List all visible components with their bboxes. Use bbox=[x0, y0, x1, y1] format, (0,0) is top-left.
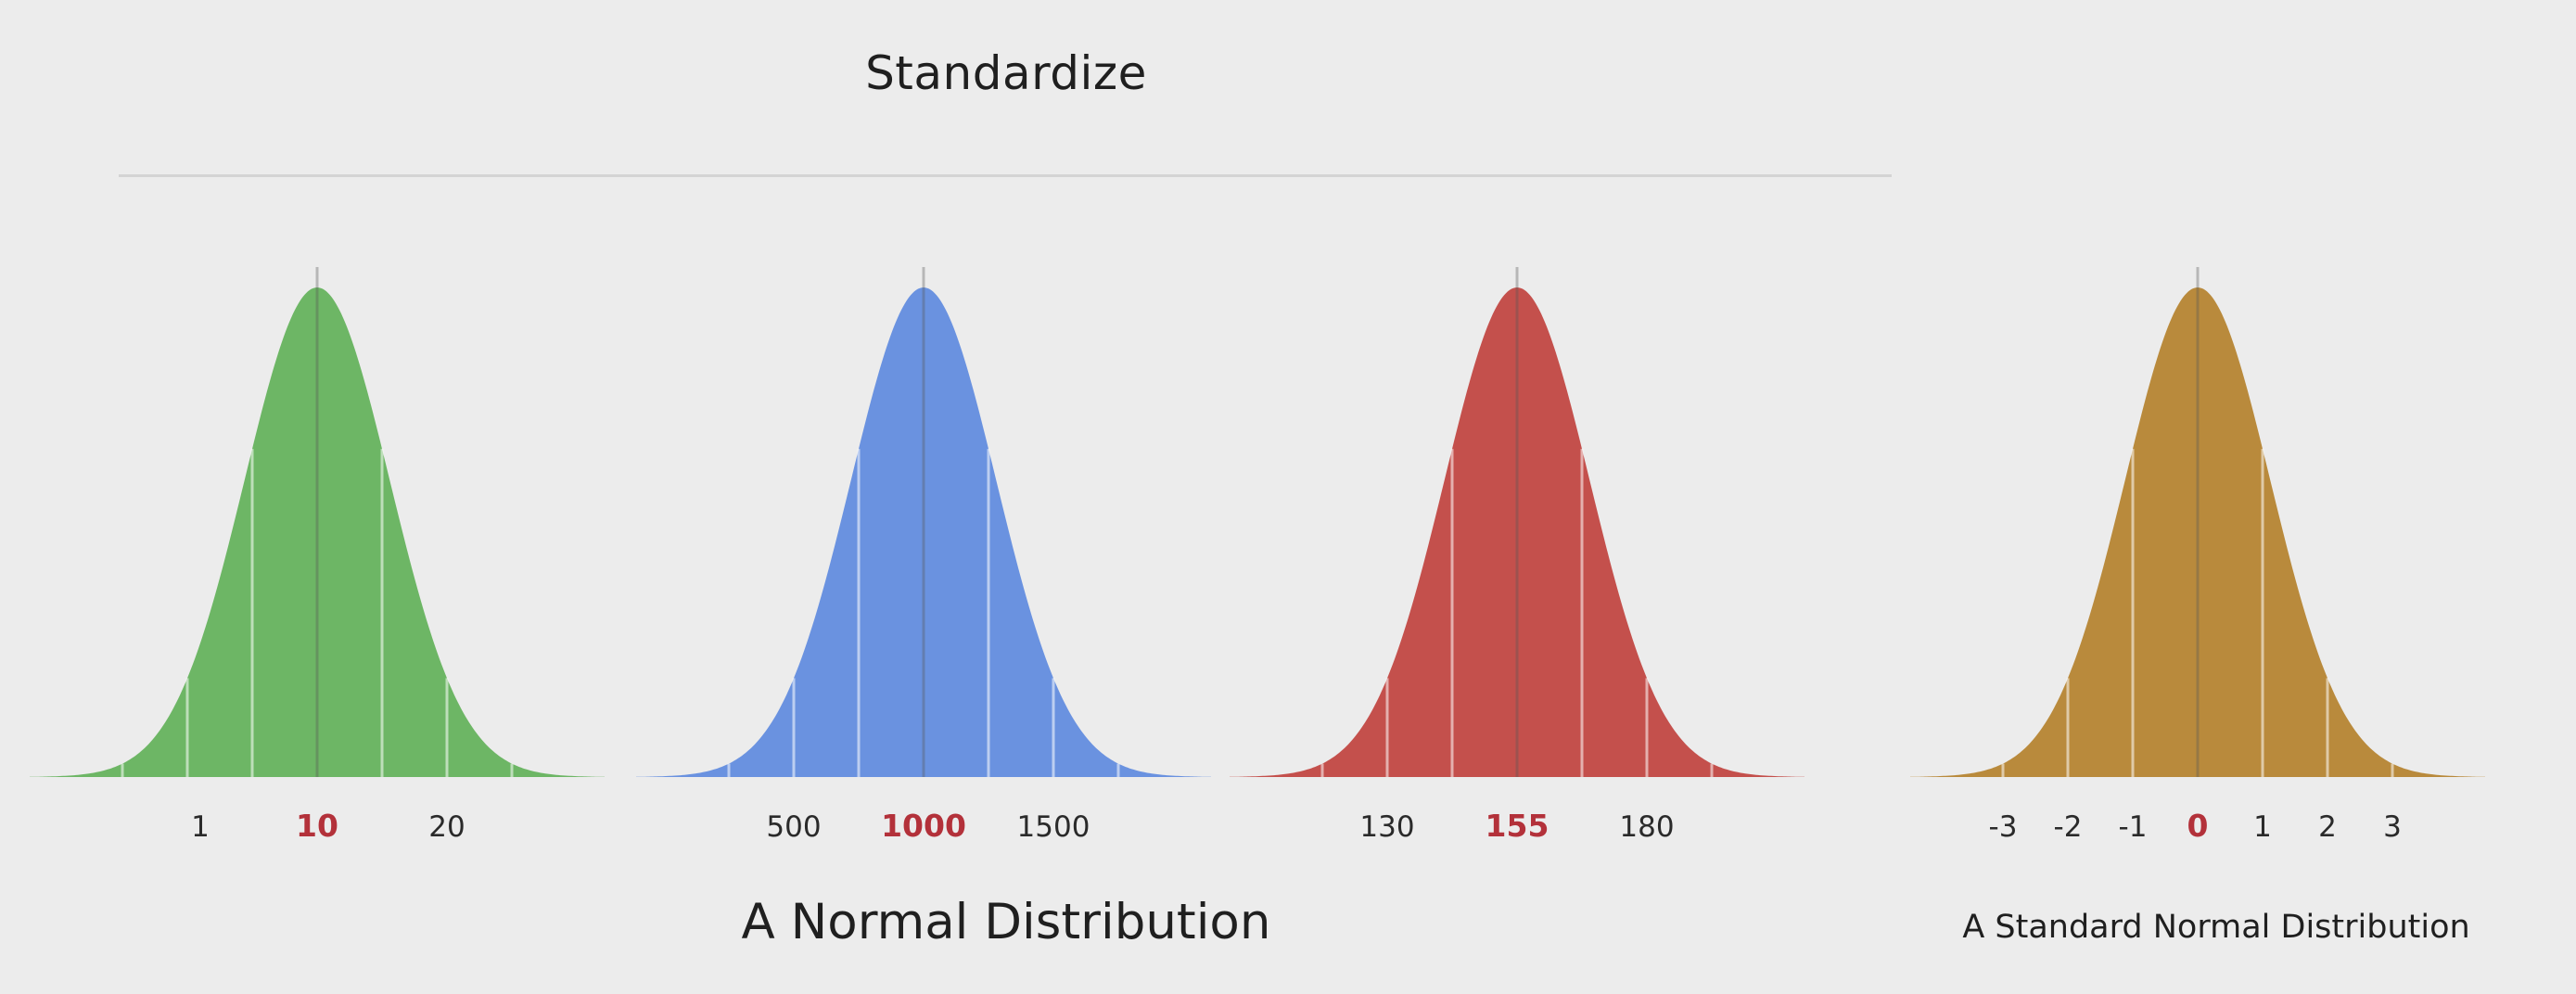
tick-label: -2 bbox=[2054, 810, 2083, 844]
tick-label: 130 bbox=[1359, 810, 1414, 844]
curve-area bbox=[636, 287, 1211, 777]
tick-label: 180 bbox=[1619, 810, 1674, 844]
tick-label: -1 bbox=[2119, 810, 2148, 844]
mean-tick-label: 1000 bbox=[881, 808, 966, 844]
standard-normal-caption: A Standard Normal Distribution bbox=[1962, 909, 2470, 946]
curve-area bbox=[1230, 287, 1804, 777]
title-divider bbox=[119, 174, 1892, 177]
diagram-title: Standardize bbox=[865, 46, 1147, 100]
tick-label: 2 bbox=[2318, 810, 2337, 844]
bell-curve-green: 1 10 20 bbox=[30, 267, 605, 844]
bell-curve-gold: -3 -2 -1 0 1 2 3 bbox=[1910, 267, 2485, 844]
mean-tick-label: 155 bbox=[1486, 808, 1549, 844]
tick-label: 500 bbox=[766, 810, 821, 844]
bell-curve-blue: 500 1000 1500 bbox=[636, 267, 1211, 844]
tick-label: 1 bbox=[191, 810, 210, 844]
tick-label: 3 bbox=[2383, 810, 2402, 844]
mean-tick-label: 0 bbox=[2187, 808, 2209, 844]
tick-label: -3 bbox=[1989, 810, 2018, 844]
curve-area bbox=[30, 287, 605, 777]
mean-tick-label: 10 bbox=[296, 808, 338, 844]
curve-area bbox=[1910, 287, 2485, 777]
normal-distribution-caption: A Normal Distribution bbox=[741, 894, 1271, 950]
tick-label: 1500 bbox=[1017, 810, 1090, 844]
tick-label: 1 bbox=[2253, 810, 2272, 844]
tick-label: 20 bbox=[428, 810, 465, 844]
bell-curve-red: 130 155 180 bbox=[1230, 267, 1804, 844]
